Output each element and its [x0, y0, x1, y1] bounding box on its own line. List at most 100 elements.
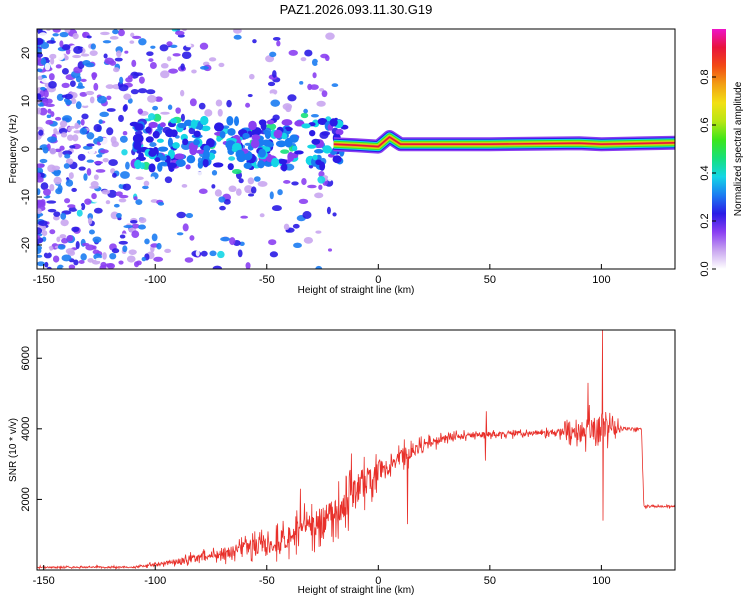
heat-blob [118, 260, 124, 265]
heat-blob [199, 42, 209, 50]
heat-blob [154, 96, 163, 102]
heat-band-blob [138, 152, 144, 160]
heat-blob [93, 161, 104, 165]
heat-blob [62, 266, 68, 269]
heat-band-blob [317, 118, 328, 126]
heat-blob [133, 196, 138, 201]
heat-blob [240, 215, 249, 219]
heat-blob [250, 186, 257, 194]
figure-title: PAZ1.2026.093.11.30.G19 [280, 2, 433, 17]
heat-blob [311, 58, 319, 67]
heat-band-blob [212, 162, 224, 168]
colorbar-tick-label: 0.4 [699, 165, 711, 180]
heat-blob [86, 104, 96, 110]
heat-blob [64, 29, 71, 34]
heat-blob [78, 166, 86, 171]
heat-blob [269, 191, 274, 200]
heat-blob [109, 35, 119, 40]
heat-blob [47, 108, 52, 114]
heat-blob [40, 57, 47, 66]
heat-blob [130, 219, 138, 224]
heat-blob [64, 93, 73, 100]
heat-blob [79, 108, 87, 112]
heat-band-blob [329, 118, 338, 127]
heat-blob [316, 100, 326, 107]
heat-blob [93, 207, 103, 214]
heat-band-blob [322, 145, 332, 154]
heat-blob [106, 127, 114, 136]
heat-blob [63, 163, 70, 169]
colorbar: 0.0 0.2 0.4 0.6 0.8 Normalized spectral ampl… [699, 29, 744, 277]
heat-band-blob [260, 120, 267, 131]
snr-plot-area [37, 330, 675, 570]
heat-band-blob [264, 130, 271, 140]
heat-blob [93, 123, 102, 132]
heat-blob [131, 223, 140, 229]
heat-blob [126, 255, 136, 263]
heat-band-blob [227, 163, 234, 171]
heat-band-blob [312, 154, 318, 161]
heat-blob [112, 29, 119, 35]
heat-blob [71, 187, 77, 193]
heat-blob [80, 253, 87, 261]
heat-band-blob [185, 164, 191, 170]
heat-blob [291, 181, 299, 186]
heat-blob [156, 242, 162, 250]
heat-blob [113, 147, 120, 155]
y-tick-label: 6000 [20, 346, 32, 370]
heat-blob [249, 73, 255, 80]
heat-blob [67, 204, 76, 209]
heat-blob [312, 72, 317, 79]
heat-band-blob [157, 146, 169, 152]
heat-blob [180, 63, 185, 71]
snr-frame [36, 329, 676, 571]
heat-band-blob [213, 122, 224, 132]
heat-blob [181, 184, 188, 188]
heat-blob [82, 104, 89, 109]
heat-blob [47, 208, 57, 213]
heat-band-blob [167, 162, 178, 169]
heat-blob [37, 254, 43, 258]
heat-band-blob [134, 123, 144, 131]
heat-blob [102, 252, 107, 260]
heat-blob [118, 240, 128, 245]
heat-blob [315, 265, 323, 269]
snr-series-line [37, 330, 675, 570]
heat-blob [148, 58, 154, 62]
heat-blob [46, 266, 52, 269]
heat-blob [68, 264, 76, 269]
heat-blob [119, 135, 128, 143]
heat-blob [55, 64, 62, 69]
heat-band-blob [145, 126, 152, 134]
heat-blob [268, 93, 276, 100]
heat-band-blob [281, 119, 293, 126]
heat-blob [146, 89, 156, 95]
heat-blob [223, 199, 231, 205]
heat-blob [59, 145, 65, 151]
heat-band-blob [193, 130, 201, 138]
heat-blob [86, 35, 92, 39]
heat-blob [102, 40, 112, 44]
heat-blob [191, 69, 197, 74]
heat-blob [247, 177, 255, 185]
heat-blob [37, 201, 46, 206]
heat-blob [327, 176, 333, 182]
heat-blob [78, 260, 85, 265]
heat-blob [138, 38, 147, 46]
heat-blob [75, 101, 82, 110]
heat-band-blob [148, 149, 157, 157]
heat-blob [91, 192, 97, 200]
heat-blob [184, 257, 194, 263]
heat-band-blob [275, 140, 287, 148]
heat-blob [233, 29, 242, 34]
heat-blob [277, 189, 283, 196]
heat-blob [90, 181, 99, 188]
heat-blob [190, 63, 196, 68]
heat-blob [88, 116, 94, 123]
heat-band-blob [197, 160, 204, 169]
heat-blob [157, 201, 165, 206]
heat-blob [228, 185, 237, 193]
heat-blob [133, 72, 144, 77]
heat-blob [188, 127, 196, 135]
heat-blob [324, 55, 330, 62]
